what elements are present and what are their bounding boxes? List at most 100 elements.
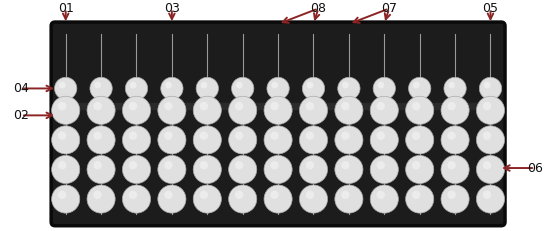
Circle shape	[447, 131, 456, 140]
Circle shape	[307, 82, 313, 88]
Circle shape	[87, 96, 115, 124]
Circle shape	[87, 155, 115, 184]
Circle shape	[377, 161, 385, 170]
Circle shape	[306, 131, 314, 140]
Circle shape	[58, 131, 66, 140]
Circle shape	[447, 191, 456, 199]
Circle shape	[122, 185, 150, 213]
Circle shape	[370, 155, 399, 184]
Circle shape	[235, 191, 243, 199]
Circle shape	[441, 185, 469, 213]
Circle shape	[228, 155, 257, 184]
Circle shape	[447, 102, 456, 110]
Circle shape	[52, 155, 80, 184]
Circle shape	[58, 191, 66, 199]
Circle shape	[158, 185, 186, 213]
Text: 07: 07	[381, 2, 397, 15]
Circle shape	[441, 155, 469, 184]
Circle shape	[370, 185, 399, 213]
Circle shape	[377, 102, 385, 110]
Circle shape	[270, 102, 279, 110]
Text: 02: 02	[13, 109, 29, 122]
Circle shape	[122, 126, 150, 154]
Circle shape	[54, 77, 77, 100]
Circle shape	[335, 155, 363, 184]
Circle shape	[408, 77, 431, 100]
Circle shape	[158, 96, 186, 124]
Circle shape	[193, 126, 221, 154]
Circle shape	[196, 77, 219, 100]
Circle shape	[267, 77, 289, 100]
Circle shape	[484, 82, 490, 88]
Circle shape	[87, 185, 115, 213]
Circle shape	[270, 131, 279, 140]
Circle shape	[306, 161, 314, 170]
Circle shape	[406, 126, 434, 154]
Circle shape	[341, 161, 350, 170]
Circle shape	[129, 131, 137, 140]
Circle shape	[412, 191, 421, 199]
Circle shape	[200, 82, 208, 88]
Circle shape	[341, 131, 350, 140]
Circle shape	[306, 191, 314, 199]
Circle shape	[264, 126, 292, 154]
FancyBboxPatch shape	[51, 22, 505, 226]
Circle shape	[483, 102, 491, 110]
Circle shape	[130, 82, 137, 88]
Circle shape	[235, 131, 243, 140]
Circle shape	[129, 191, 137, 199]
Circle shape	[341, 102, 350, 110]
Circle shape	[412, 131, 421, 140]
Circle shape	[406, 96, 434, 124]
Circle shape	[378, 82, 384, 88]
Circle shape	[270, 161, 279, 170]
Circle shape	[370, 96, 399, 124]
Circle shape	[93, 191, 102, 199]
Circle shape	[373, 77, 395, 100]
Circle shape	[483, 161, 491, 170]
Circle shape	[477, 155, 505, 184]
Circle shape	[444, 77, 466, 100]
Circle shape	[377, 131, 385, 140]
Circle shape	[125, 77, 148, 100]
Circle shape	[264, 155, 292, 184]
Text: 03: 03	[164, 2, 180, 15]
Circle shape	[341, 191, 350, 199]
Circle shape	[406, 155, 434, 184]
Circle shape	[164, 191, 172, 199]
Circle shape	[299, 185, 328, 213]
Circle shape	[93, 161, 102, 170]
Circle shape	[235, 102, 243, 110]
Circle shape	[164, 102, 172, 110]
Circle shape	[122, 155, 150, 184]
Circle shape	[122, 96, 150, 124]
Circle shape	[449, 82, 455, 88]
Circle shape	[52, 126, 80, 154]
Circle shape	[193, 155, 221, 184]
Bar	[60, 103, 496, 109]
Circle shape	[58, 161, 66, 170]
Circle shape	[479, 77, 502, 100]
Circle shape	[483, 131, 491, 140]
Circle shape	[193, 96, 221, 124]
Circle shape	[199, 102, 208, 110]
Text: 05: 05	[483, 2, 498, 15]
Circle shape	[158, 126, 186, 154]
Circle shape	[158, 155, 186, 184]
Circle shape	[165, 82, 172, 88]
Circle shape	[441, 96, 469, 124]
Circle shape	[406, 185, 434, 213]
Circle shape	[59, 82, 66, 88]
Circle shape	[93, 131, 102, 140]
Circle shape	[87, 126, 115, 154]
Circle shape	[193, 185, 221, 213]
Circle shape	[306, 102, 314, 110]
Circle shape	[477, 96, 505, 124]
Circle shape	[58, 102, 66, 110]
Circle shape	[335, 185, 363, 213]
Circle shape	[199, 131, 208, 140]
Circle shape	[342, 82, 349, 88]
Circle shape	[302, 77, 324, 100]
Circle shape	[271, 82, 278, 88]
Text: 01: 01	[58, 2, 74, 15]
